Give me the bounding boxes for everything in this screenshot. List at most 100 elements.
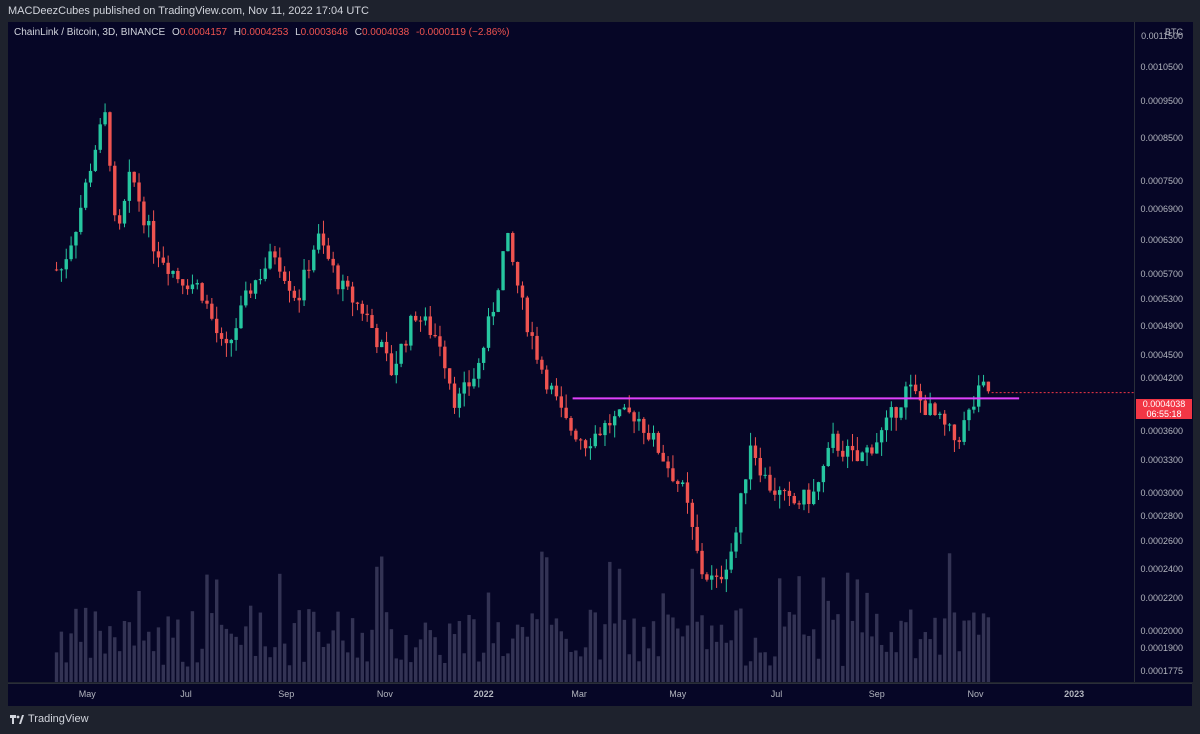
candle-body [350, 286, 355, 303]
volume-bar [496, 622, 500, 682]
candle-body [787, 490, 792, 496]
candle-body [777, 490, 782, 495]
time-tick: May [78, 689, 96, 699]
volume-bar [807, 635, 811, 682]
candle-body [705, 574, 709, 580]
candle-body [748, 445, 753, 480]
volume-bar [195, 662, 199, 682]
volume-bar [501, 656, 505, 682]
tradingview-logo[interactable]: TradingView [10, 713, 89, 725]
candle-body [287, 280, 292, 291]
volume-bar [811, 629, 816, 682]
candle-body [962, 420, 966, 442]
volume-bar [287, 665, 292, 682]
candle-body [312, 249, 316, 271]
candle-body [603, 423, 607, 436]
volume-bar [74, 608, 78, 682]
time-tick: 2022 [473, 689, 494, 699]
candlestick-chart[interactable] [8, 22, 1134, 682]
volume-bar [54, 652, 59, 682]
candle-body [608, 423, 612, 426]
volume-bar [938, 654, 942, 682]
candle-body [292, 290, 297, 298]
volume-bar [346, 652, 350, 682]
volume-bar [632, 618, 636, 682]
volume-bar [108, 626, 112, 682]
candle-body [389, 353, 394, 376]
volume-bar [64, 662, 68, 682]
candle-body [195, 283, 199, 285]
volume-bar [671, 617, 675, 682]
candle-body [108, 112, 112, 166]
volume-bar [244, 626, 248, 682]
volume-bar [923, 632, 928, 682]
volume-bar [729, 640, 733, 682]
time-scale[interactable]: May Jul Sep Nov 2022 Mar May Jul Sep Nov 2023 [8, 683, 1192, 706]
candle-body [729, 551, 733, 570]
candle-body [739, 493, 743, 533]
candle-body [214, 318, 219, 334]
candle-body [588, 446, 593, 449]
legend-close: 0.0004038 [361, 27, 410, 38]
candle-body [700, 550, 704, 575]
candle-body [554, 385, 559, 397]
volume-bar [724, 642, 729, 682]
price-tick: 0.0004200 [1140, 373, 1183, 384]
volume-bar [467, 614, 471, 682]
candle-body [773, 490, 777, 495]
volume-bar [486, 592, 491, 682]
candle-body [477, 362, 481, 379]
volume-bar [428, 630, 432, 682]
candle-body [438, 336, 442, 347]
volume-bar [506, 653, 510, 682]
candle-body [719, 576, 724, 580]
price-scale[interactable]: BTC 0.0011500 0.0010500 0.0009500 0.0008500… [1134, 22, 1193, 682]
candle-body [651, 432, 656, 440]
volume-bar [758, 652, 762, 682]
volume-bar [802, 634, 806, 682]
volume-bar [69, 633, 73, 682]
volume-bar [224, 628, 229, 682]
volume-bar [156, 627, 161, 682]
candle-body [147, 220, 151, 226]
candle-body [336, 265, 340, 290]
candle-body [69, 245, 73, 260]
candle-body [875, 442, 879, 454]
volume-bar [845, 572, 850, 682]
candle-body [278, 257, 282, 272]
candle-body [355, 302, 360, 304]
time-tick: Nov [967, 689, 984, 699]
candle-body [753, 445, 758, 458]
candle-body [632, 412, 636, 422]
time-tick: Mar [571, 689, 587, 699]
candle-body [695, 526, 699, 551]
volume-bar [884, 651, 889, 682]
volume-bar [142, 640, 146, 682]
volume-bar [646, 648, 651, 682]
volume-bar [83, 607, 88, 682]
volume-bar [423, 622, 428, 682]
volume-bar [316, 631, 321, 682]
candle-body [972, 406, 976, 410]
candle-body [598, 433, 602, 436]
legend-low: 0.0003646 [300, 27, 348, 38]
volume-bar [909, 609, 913, 682]
candle-body [710, 575, 714, 580]
candle-body [909, 384, 913, 387]
candle-body [190, 284, 195, 290]
candle-body [918, 391, 923, 401]
volume-bar [700, 615, 704, 682]
volume-bar [326, 643, 331, 682]
price-tick: 0.0006900 [1140, 204, 1183, 215]
volume-bar [680, 636, 685, 682]
volume-bar [113, 637, 117, 682]
volume-bar [535, 619, 539, 682]
volume-bar [166, 616, 170, 682]
volume-bar [312, 611, 316, 682]
candle-body [957, 440, 961, 442]
volume-bar [821, 577, 826, 682]
chart-pane[interactable] [8, 22, 1134, 682]
candle-body [943, 413, 947, 425]
volume-bar [520, 627, 525, 682]
volume-bar [161, 664, 166, 682]
